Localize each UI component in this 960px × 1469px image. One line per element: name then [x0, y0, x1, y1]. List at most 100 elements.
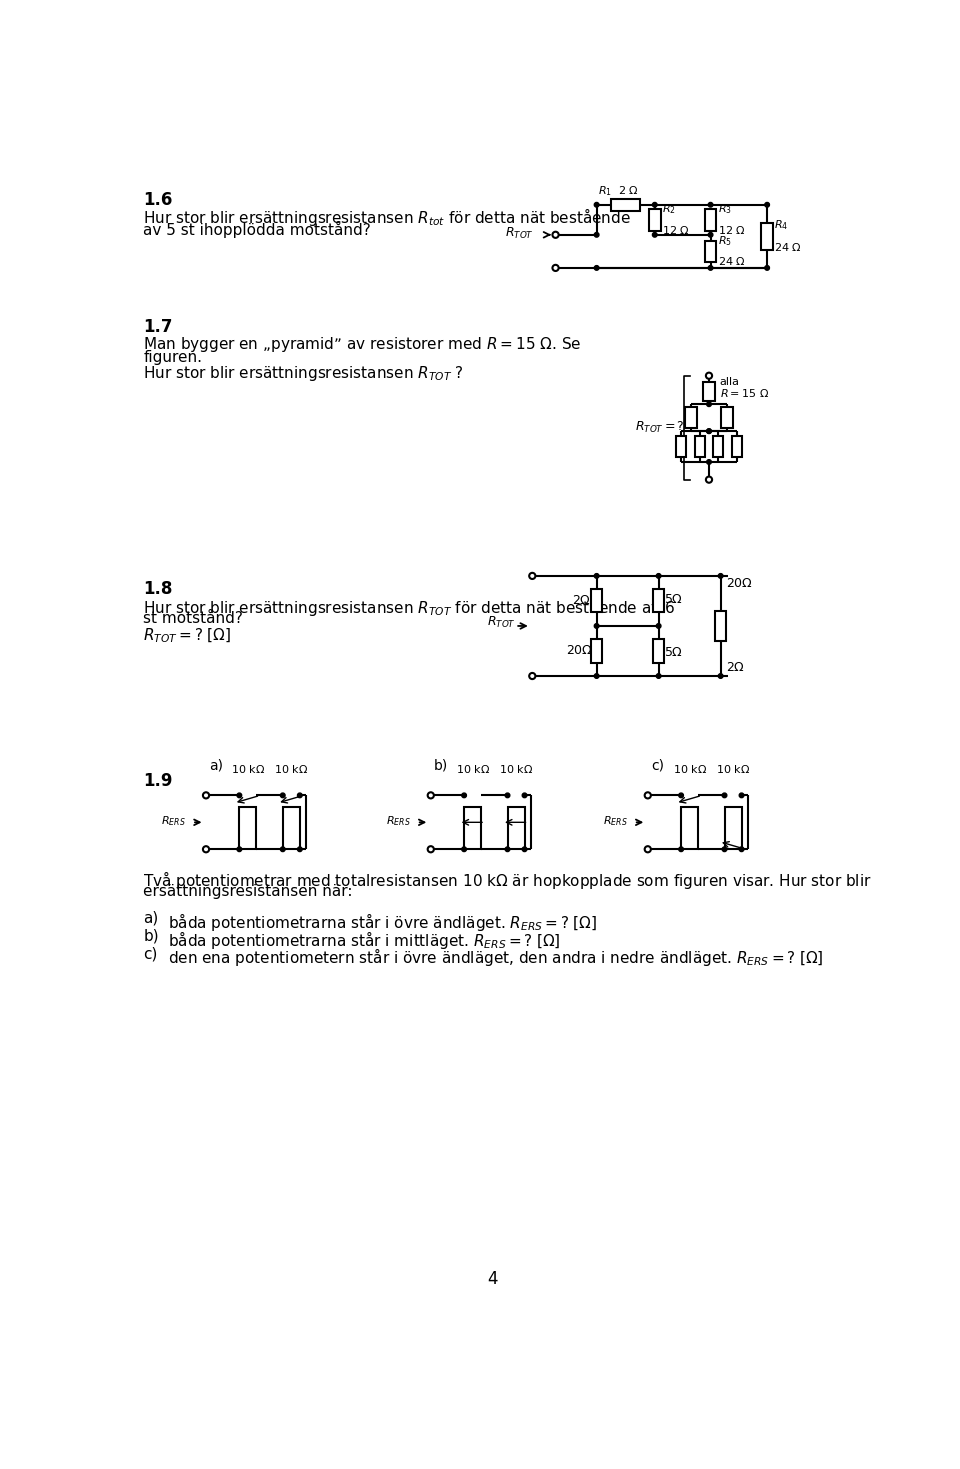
Text: 12 $\Omega$: 12 $\Omega$ [661, 223, 689, 235]
Text: 10 k$\Omega$: 10 k$\Omega$ [230, 764, 265, 776]
Circle shape [718, 573, 723, 579]
Bar [695, 436, 705, 457]
Bar [705, 241, 716, 261]
Bar [703, 382, 715, 401]
Circle shape [594, 232, 599, 237]
Circle shape [706, 373, 712, 379]
Circle shape [708, 203, 713, 207]
Bar [590, 639, 603, 663]
Bar [508, 806, 524, 849]
Text: alla: alla [720, 378, 740, 388]
Text: $R_1$  2 $\Omega$: $R_1$ 2 $\Omega$ [598, 184, 638, 198]
Circle shape [679, 793, 684, 798]
Circle shape [653, 232, 657, 237]
Circle shape [552, 264, 559, 270]
Circle shape [594, 203, 599, 207]
Circle shape [505, 793, 510, 798]
Circle shape [594, 674, 599, 679]
Text: $R_{TOT} = ?$: $R_{TOT} = ?$ [636, 420, 685, 435]
Bar [649, 209, 660, 231]
Circle shape [707, 429, 711, 433]
Text: 1.7: 1.7 [143, 317, 173, 336]
Circle shape [739, 848, 744, 852]
Text: figuren.: figuren. [143, 350, 203, 364]
Circle shape [203, 792, 209, 799]
Text: a): a) [143, 911, 158, 925]
Text: a): a) [209, 758, 223, 773]
Circle shape [462, 848, 467, 852]
Circle shape [594, 624, 599, 629]
Bar [725, 806, 741, 849]
Text: b): b) [434, 758, 448, 773]
Circle shape [657, 624, 660, 629]
Text: Hur stor blir ersättningsresistansen $R_{tot}$ för detta nät bestående: Hur stor blir ersättningsresistansen $R_… [143, 206, 631, 228]
Circle shape [657, 573, 660, 579]
Text: Hur stor blir ersättningsresistansen $R_{TOT}$ för detta nät bestående av 6: Hur stor blir ersättningsresistansen $R_… [143, 596, 675, 618]
Text: $R_{ERS}$: $R_{ERS}$ [603, 814, 628, 827]
Circle shape [298, 848, 302, 852]
Circle shape [645, 792, 651, 799]
Text: 5$\Omega$: 5$\Omega$ [664, 593, 684, 605]
Text: $R_{ERS}$: $R_{ERS}$ [386, 814, 411, 827]
Text: den ena potentiometern står i övre ändläget, den andra i nedre ändläget. $R_{ERS: den ena potentiometern står i övre ändlä… [168, 946, 824, 968]
Circle shape [522, 848, 527, 852]
Circle shape [427, 846, 434, 852]
Bar [676, 436, 686, 457]
Bar [721, 407, 732, 427]
Circle shape [280, 848, 285, 852]
Circle shape [706, 476, 712, 483]
Circle shape [722, 848, 727, 852]
Text: båda potentiometrarna står i mittläget. $R_{ERS} = ?\;[\Omega]$: båda potentiometrarna står i mittläget. … [168, 928, 561, 950]
Text: 1.8: 1.8 [143, 580, 173, 598]
Circle shape [237, 848, 242, 852]
Text: st motstånd?: st motstånd? [143, 611, 243, 626]
Text: Två potentiometrar med totalresistansen 10 k$\Omega$ är hopkopplade som figuren : Två potentiometrar med totalresistansen … [143, 868, 872, 890]
Bar [732, 436, 742, 457]
Text: av 5 st ihopplödda motstånd?: av 5 st ihopplödda motstånd? [143, 220, 371, 238]
Text: 20$\Omega$: 20$\Omega$ [726, 577, 753, 591]
Bar [685, 407, 697, 427]
Bar [653, 639, 664, 663]
Text: $R_{TOT}$: $R_{TOT}$ [488, 616, 516, 630]
Circle shape [679, 848, 684, 852]
Bar [611, 198, 640, 210]
Text: 10 k$\Omega$: 10 k$\Omega$ [275, 764, 308, 776]
Circle shape [298, 793, 302, 798]
Bar [464, 806, 481, 849]
Text: $R_{ERS}$: $R_{ERS}$ [161, 814, 186, 827]
Circle shape [462, 793, 467, 798]
Text: 5$\Omega$: 5$\Omega$ [664, 646, 684, 660]
Text: 24 $\Omega$: 24 $\Omega$ [717, 256, 745, 267]
Text: c): c) [143, 946, 157, 961]
Circle shape [552, 232, 559, 238]
Text: 2$\Omega$: 2$\Omega$ [572, 595, 591, 608]
Circle shape [708, 266, 713, 270]
Circle shape [718, 674, 723, 679]
Circle shape [522, 793, 527, 798]
Text: 1.6: 1.6 [143, 191, 173, 209]
Text: c): c) [651, 758, 664, 773]
Text: 10 k$\Omega$: 10 k$\Omega$ [499, 764, 533, 776]
Bar [653, 589, 664, 613]
Circle shape [765, 203, 770, 207]
Text: 20$\Omega$: 20$\Omega$ [565, 645, 592, 658]
Text: båda potentiometrarna står i övre ändläget. $R_{ERS} = ?\;[\Omega]$: båda potentiometrarna står i övre ändläg… [168, 911, 597, 933]
Text: Hur stor blir ersättningsresistansen $R_{TOT}$ ?: Hur stor blir ersättningsresistansen $R_… [143, 364, 464, 383]
Circle shape [427, 792, 434, 799]
Circle shape [237, 793, 242, 798]
Text: $R_4$: $R_4$ [774, 217, 788, 232]
Bar [761, 223, 773, 250]
Bar [590, 589, 603, 613]
Text: $R_5$: $R_5$ [717, 234, 732, 247]
Text: 10 k$\Omega$: 10 k$\Omega$ [456, 764, 490, 776]
Text: $R_{TOT}$: $R_{TOT}$ [505, 226, 534, 241]
Bar [713, 436, 723, 457]
Text: 1.9: 1.9 [143, 773, 173, 790]
Circle shape [529, 673, 536, 679]
Text: $R = 15\ \Omega$: $R = 15\ \Omega$ [720, 388, 769, 400]
Circle shape [203, 846, 209, 852]
Text: 24 $\Omega$: 24 $\Omega$ [774, 241, 802, 253]
Text: $R_3$: $R_3$ [717, 203, 732, 216]
Bar [283, 806, 300, 849]
Text: Man bygger en „pyramid” av resistorer med $R = 15\ \Omega$. Se: Man bygger en „pyramid” av resistorer me… [143, 335, 582, 354]
